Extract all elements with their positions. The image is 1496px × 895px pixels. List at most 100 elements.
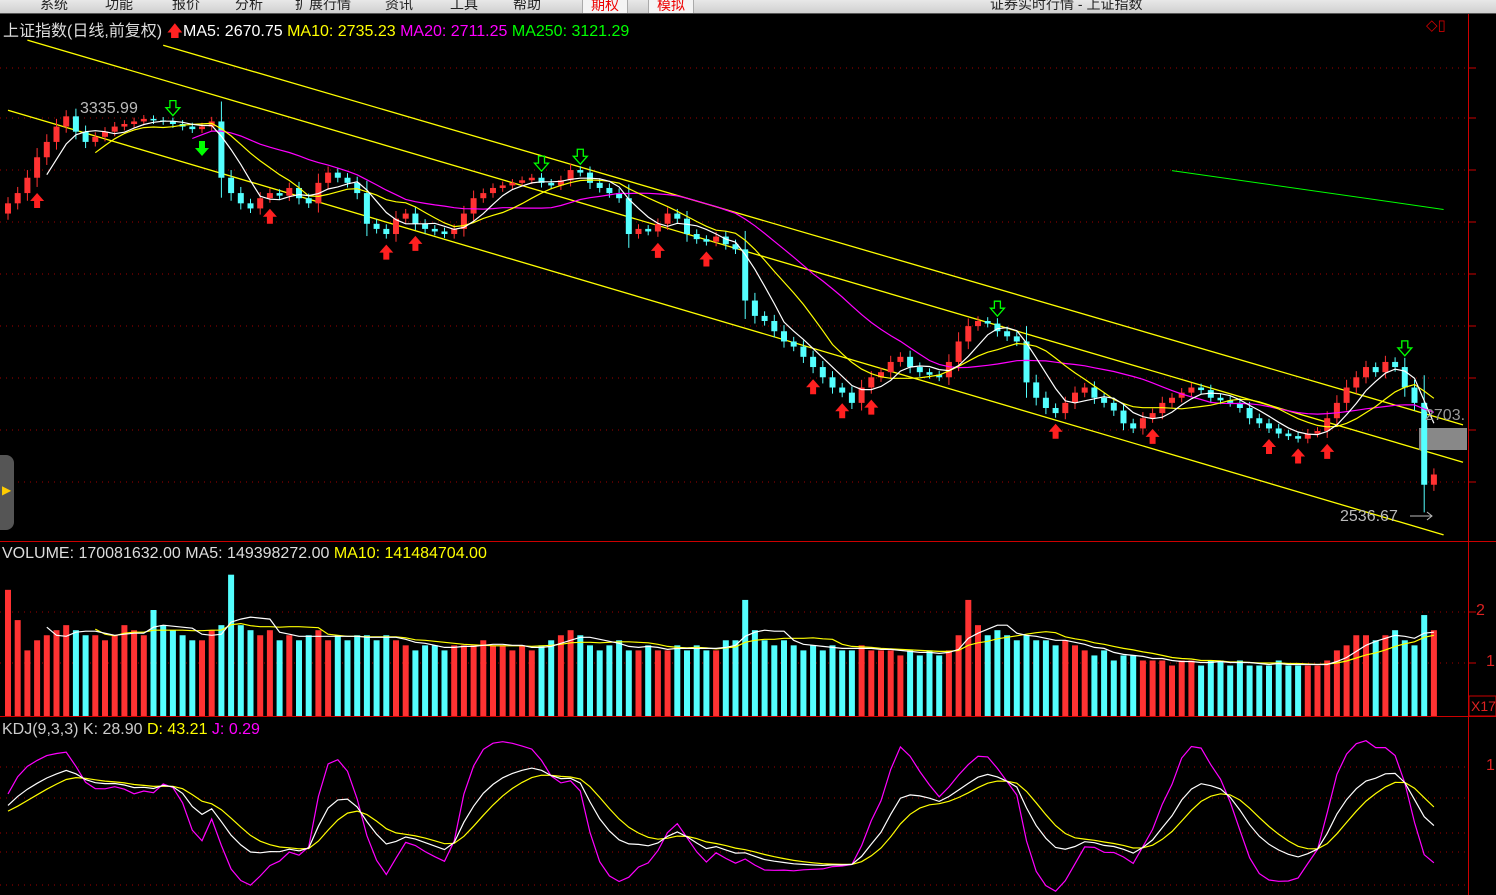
volume-bar bbox=[1188, 660, 1195, 716]
candle-body bbox=[1304, 433, 1311, 439]
volume-bar bbox=[732, 640, 739, 716]
candle-body bbox=[102, 131, 108, 137]
volume-bar bbox=[1363, 635, 1369, 716]
candle-body bbox=[1139, 418, 1146, 429]
volume-bar bbox=[907, 650, 914, 716]
candle-body bbox=[858, 387, 865, 403]
volume-bar bbox=[528, 650, 535, 716]
volume-bar bbox=[189, 640, 196, 716]
main-header: 上证指数(日线,前复权) 🡅MA5: 2670.75 MA10: 2735.23… bbox=[3, 17, 629, 47]
menu-item[interactable]: 报价 bbox=[172, 0, 200, 12]
candle-body bbox=[625, 198, 632, 235]
menu-item-simulate[interactable]: 模拟 bbox=[648, 0, 694, 13]
candle-body bbox=[14, 193, 21, 204]
volume-bar bbox=[1120, 655, 1127, 716]
side-panel-handle[interactable]: ▶ bbox=[0, 455, 14, 530]
candle-body bbox=[131, 121, 138, 125]
candle-body bbox=[422, 223, 429, 229]
candle-body bbox=[1120, 410, 1127, 424]
candle-body bbox=[490, 187, 496, 194]
volume-bar bbox=[315, 630, 322, 716]
volume-bar bbox=[790, 645, 797, 716]
volume-bar bbox=[1304, 665, 1311, 716]
ma5-label: MA5: 2670.75 bbox=[183, 23, 283, 40]
ma10-line bbox=[94, 122, 1435, 428]
menu-item[interactable]: 扩展行情 bbox=[295, 0, 351, 12]
candle-body bbox=[1013, 336, 1020, 342]
volume-bar bbox=[800, 650, 807, 716]
volume-bar bbox=[1130, 655, 1137, 716]
signal-arrow-icon bbox=[988, 300, 1006, 318]
kdj-j-label: J: 0.29 bbox=[211, 721, 260, 738]
volume-bar bbox=[1091, 655, 1098, 716]
candle-body bbox=[150, 118, 157, 121]
volume-bar bbox=[325, 640, 332, 716]
volume-bar bbox=[616, 640, 623, 716]
candle-body bbox=[393, 218, 399, 235]
expand-arrow-icon: ▶ bbox=[2, 483, 12, 497]
volume-bar bbox=[296, 640, 302, 716]
candle-body bbox=[713, 236, 720, 242]
current-price-label: 2703. bbox=[1425, 407, 1466, 424]
ma10-label: MA10: 2735.23 bbox=[287, 23, 396, 40]
window-toggle-icon[interactable]: ▯ bbox=[1437, 17, 1446, 34]
candle-body bbox=[528, 177, 535, 181]
buy-arrow-icon bbox=[379, 244, 394, 260]
buy-arrow-icon bbox=[1291, 448, 1306, 464]
buy-arrow-icon bbox=[699, 251, 714, 267]
volume-bar bbox=[664, 650, 671, 716]
volume-bar bbox=[499, 645, 506, 716]
menu-item[interactable]: 功能 bbox=[105, 0, 133, 12]
candle-body bbox=[354, 182, 361, 194]
volume-bar bbox=[1042, 640, 1049, 716]
candle-body bbox=[1042, 397, 1049, 408]
menu-item[interactable]: 系统 bbox=[40, 0, 68, 12]
menu-item[interactable]: 工具 bbox=[450, 0, 478, 12]
buy-arrow-icon bbox=[835, 403, 850, 419]
ma5-line bbox=[46, 120, 1435, 436]
candle-body bbox=[1333, 402, 1340, 419]
volume-header: VOLUME: 170081632.00 MA5: 149398272.00 M… bbox=[2, 545, 487, 563]
volume-bar bbox=[247, 630, 254, 716]
candle-body bbox=[654, 223, 661, 232]
volume-bar bbox=[1314, 665, 1321, 716]
candle-body bbox=[1101, 397, 1108, 403]
candle-body bbox=[839, 387, 846, 393]
volume-bar bbox=[567, 630, 574, 716]
sell-arrow-icon bbox=[195, 140, 209, 156]
volume-bar bbox=[1411, 645, 1418, 716]
volume-bar bbox=[1392, 630, 1399, 716]
candle-body bbox=[24, 177, 31, 194]
volume-bar bbox=[208, 630, 215, 716]
volume-bar bbox=[402, 645, 409, 716]
arrow-up-icon: 🡅 bbox=[166, 23, 184, 40]
candle-body bbox=[732, 244, 739, 250]
candle-body bbox=[965, 326, 972, 342]
kdj-name: KDJ(9,3,3) bbox=[2, 721, 79, 738]
volume-bar bbox=[1236, 660, 1243, 716]
volume-bar bbox=[1324, 660, 1331, 716]
panel-controls[interactable]: ◇▯ bbox=[1426, 16, 1446, 34]
buy-arrow-icon bbox=[30, 192, 45, 208]
menu-item[interactable]: 分析 bbox=[235, 0, 263, 12]
candle-body bbox=[800, 346, 807, 357]
volume-bar bbox=[82, 635, 89, 716]
volume-bar bbox=[131, 630, 138, 716]
menu-item-options[interactable]: 期权 bbox=[582, 0, 628, 13]
volume-bar bbox=[422, 645, 429, 716]
candle-body bbox=[1343, 387, 1350, 403]
candle-body bbox=[441, 231, 448, 235]
candle-body bbox=[751, 300, 758, 316]
menu-item[interactable]: 资讯 bbox=[385, 0, 413, 12]
buy-arrow-icon bbox=[262, 208, 277, 224]
volume-bar bbox=[121, 625, 128, 716]
candle-body bbox=[538, 177, 545, 183]
window-title: 证券实时行情 - 上证指数 bbox=[990, 0, 1143, 12]
menu-item[interactable]: 帮助 bbox=[513, 0, 541, 12]
ma250-line bbox=[1171, 170, 1444, 210]
volume-bar bbox=[587, 645, 593, 716]
diamond-icon[interactable]: ◇ bbox=[1426, 17, 1438, 34]
candle-body bbox=[1236, 402, 1243, 408]
signal-arrow-icon bbox=[533, 155, 550, 173]
